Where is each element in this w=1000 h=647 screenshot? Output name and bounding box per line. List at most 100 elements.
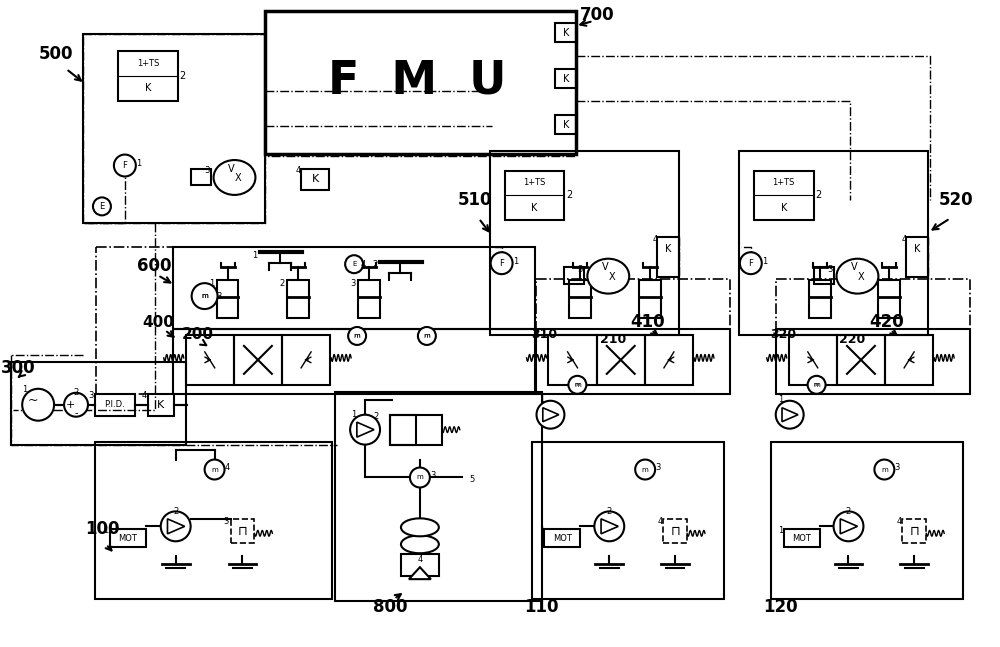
Bar — [265, 11, 576, 153]
Text: m: m — [881, 466, 888, 472]
Text: K: K — [563, 28, 570, 38]
Circle shape — [114, 155, 136, 177]
Text: 3: 3 — [88, 391, 94, 400]
Bar — [490, 151, 679, 335]
Text: V: V — [228, 164, 235, 173]
Text: V: V — [851, 262, 858, 272]
Bar — [186, 335, 234, 385]
Text: m: m — [424, 333, 430, 339]
Text: 100: 100 — [86, 520, 120, 538]
Polygon shape — [357, 422, 374, 437]
Bar — [173, 329, 535, 394]
Text: 2: 2 — [372, 259, 378, 269]
Text: m: m — [354, 333, 360, 338]
Bar — [532, 442, 724, 599]
Text: 3: 3 — [223, 517, 228, 526]
Text: 410: 410 — [630, 313, 664, 331]
Text: 110: 110 — [524, 598, 559, 616]
Text: 1: 1 — [539, 395, 544, 404]
Bar — [234, 335, 282, 385]
Polygon shape — [409, 567, 431, 579]
Text: ⊓: ⊓ — [238, 525, 247, 538]
Circle shape — [594, 511, 624, 542]
Text: 120: 120 — [763, 598, 798, 616]
Bar — [555, 115, 577, 134]
Text: 2: 2 — [815, 190, 822, 201]
Text: 3: 3 — [655, 463, 661, 472]
Bar — [739, 151, 928, 335]
Text: 2: 2 — [846, 507, 851, 516]
Circle shape — [568, 376, 586, 394]
Text: 800: 800 — [373, 598, 407, 616]
Text: K: K — [157, 400, 164, 410]
Text: m: m — [642, 466, 649, 472]
Text: ~: ~ — [28, 394, 38, 407]
Text: 500: 500 — [39, 45, 73, 63]
Text: 3: 3 — [204, 166, 209, 175]
Bar — [536, 329, 730, 394]
Bar — [401, 554, 439, 576]
Text: 4: 4 — [653, 235, 658, 244]
Bar — [564, 267, 584, 284]
Text: 1: 1 — [23, 385, 28, 394]
Circle shape — [635, 459, 655, 479]
Bar — [837, 335, 885, 385]
Text: K: K — [781, 203, 787, 213]
Text: 1: 1 — [252, 251, 257, 259]
Text: F: F — [122, 161, 127, 170]
Text: 510: 510 — [457, 192, 492, 210]
Bar — [173, 247, 535, 329]
Bar — [282, 335, 330, 385]
Text: 3: 3 — [216, 292, 221, 301]
Text: 2: 2 — [280, 279, 285, 288]
Text: MOT: MOT — [792, 534, 811, 543]
Bar — [118, 51, 178, 101]
Text: 1: 1 — [762, 257, 767, 266]
Bar — [555, 23, 577, 42]
Bar — [335, 392, 542, 601]
Bar — [390, 415, 416, 444]
Text: +: + — [65, 400, 75, 410]
Text: 4: 4 — [902, 235, 907, 244]
Ellipse shape — [214, 160, 255, 195]
Text: ⊓: ⊓ — [909, 525, 919, 538]
Text: 310: 310 — [531, 329, 558, 342]
Bar — [287, 280, 309, 318]
Text: 1: 1 — [778, 395, 783, 404]
Bar — [390, 415, 442, 444]
Text: X: X — [858, 272, 865, 282]
Text: MOT: MOT — [118, 534, 137, 543]
Text: V: V — [602, 262, 609, 272]
Text: K: K — [563, 74, 570, 84]
Text: 3: 3 — [895, 463, 900, 472]
Bar — [885, 335, 933, 385]
Text: F  M  U: F M U — [328, 58, 506, 104]
Text: 1+TS: 1+TS — [137, 59, 159, 68]
Text: 1: 1 — [778, 526, 783, 535]
Bar — [231, 520, 254, 543]
Text: m: m — [813, 382, 820, 388]
Text: 1+TS: 1+TS — [523, 179, 546, 188]
Text: m: m — [814, 382, 819, 388]
Text: m: m — [201, 293, 208, 299]
Bar — [358, 280, 380, 318]
Bar — [148, 394, 174, 416]
Bar — [217, 280, 238, 318]
Circle shape — [350, 415, 380, 444]
Text: F: F — [748, 259, 753, 268]
Text: 2: 2 — [607, 507, 612, 516]
Bar — [906, 237, 928, 277]
Circle shape — [874, 459, 894, 479]
Circle shape — [418, 327, 436, 345]
Bar — [657, 237, 679, 277]
Circle shape — [22, 389, 54, 421]
Text: 1: 1 — [351, 410, 357, 419]
Bar — [754, 171, 814, 221]
Text: m: m — [575, 382, 580, 388]
Text: 420: 420 — [869, 313, 904, 331]
Bar — [776, 329, 970, 394]
Text: K: K — [145, 83, 151, 93]
Bar — [814, 267, 834, 284]
Text: 4: 4 — [225, 463, 230, 472]
Bar — [809, 280, 831, 318]
